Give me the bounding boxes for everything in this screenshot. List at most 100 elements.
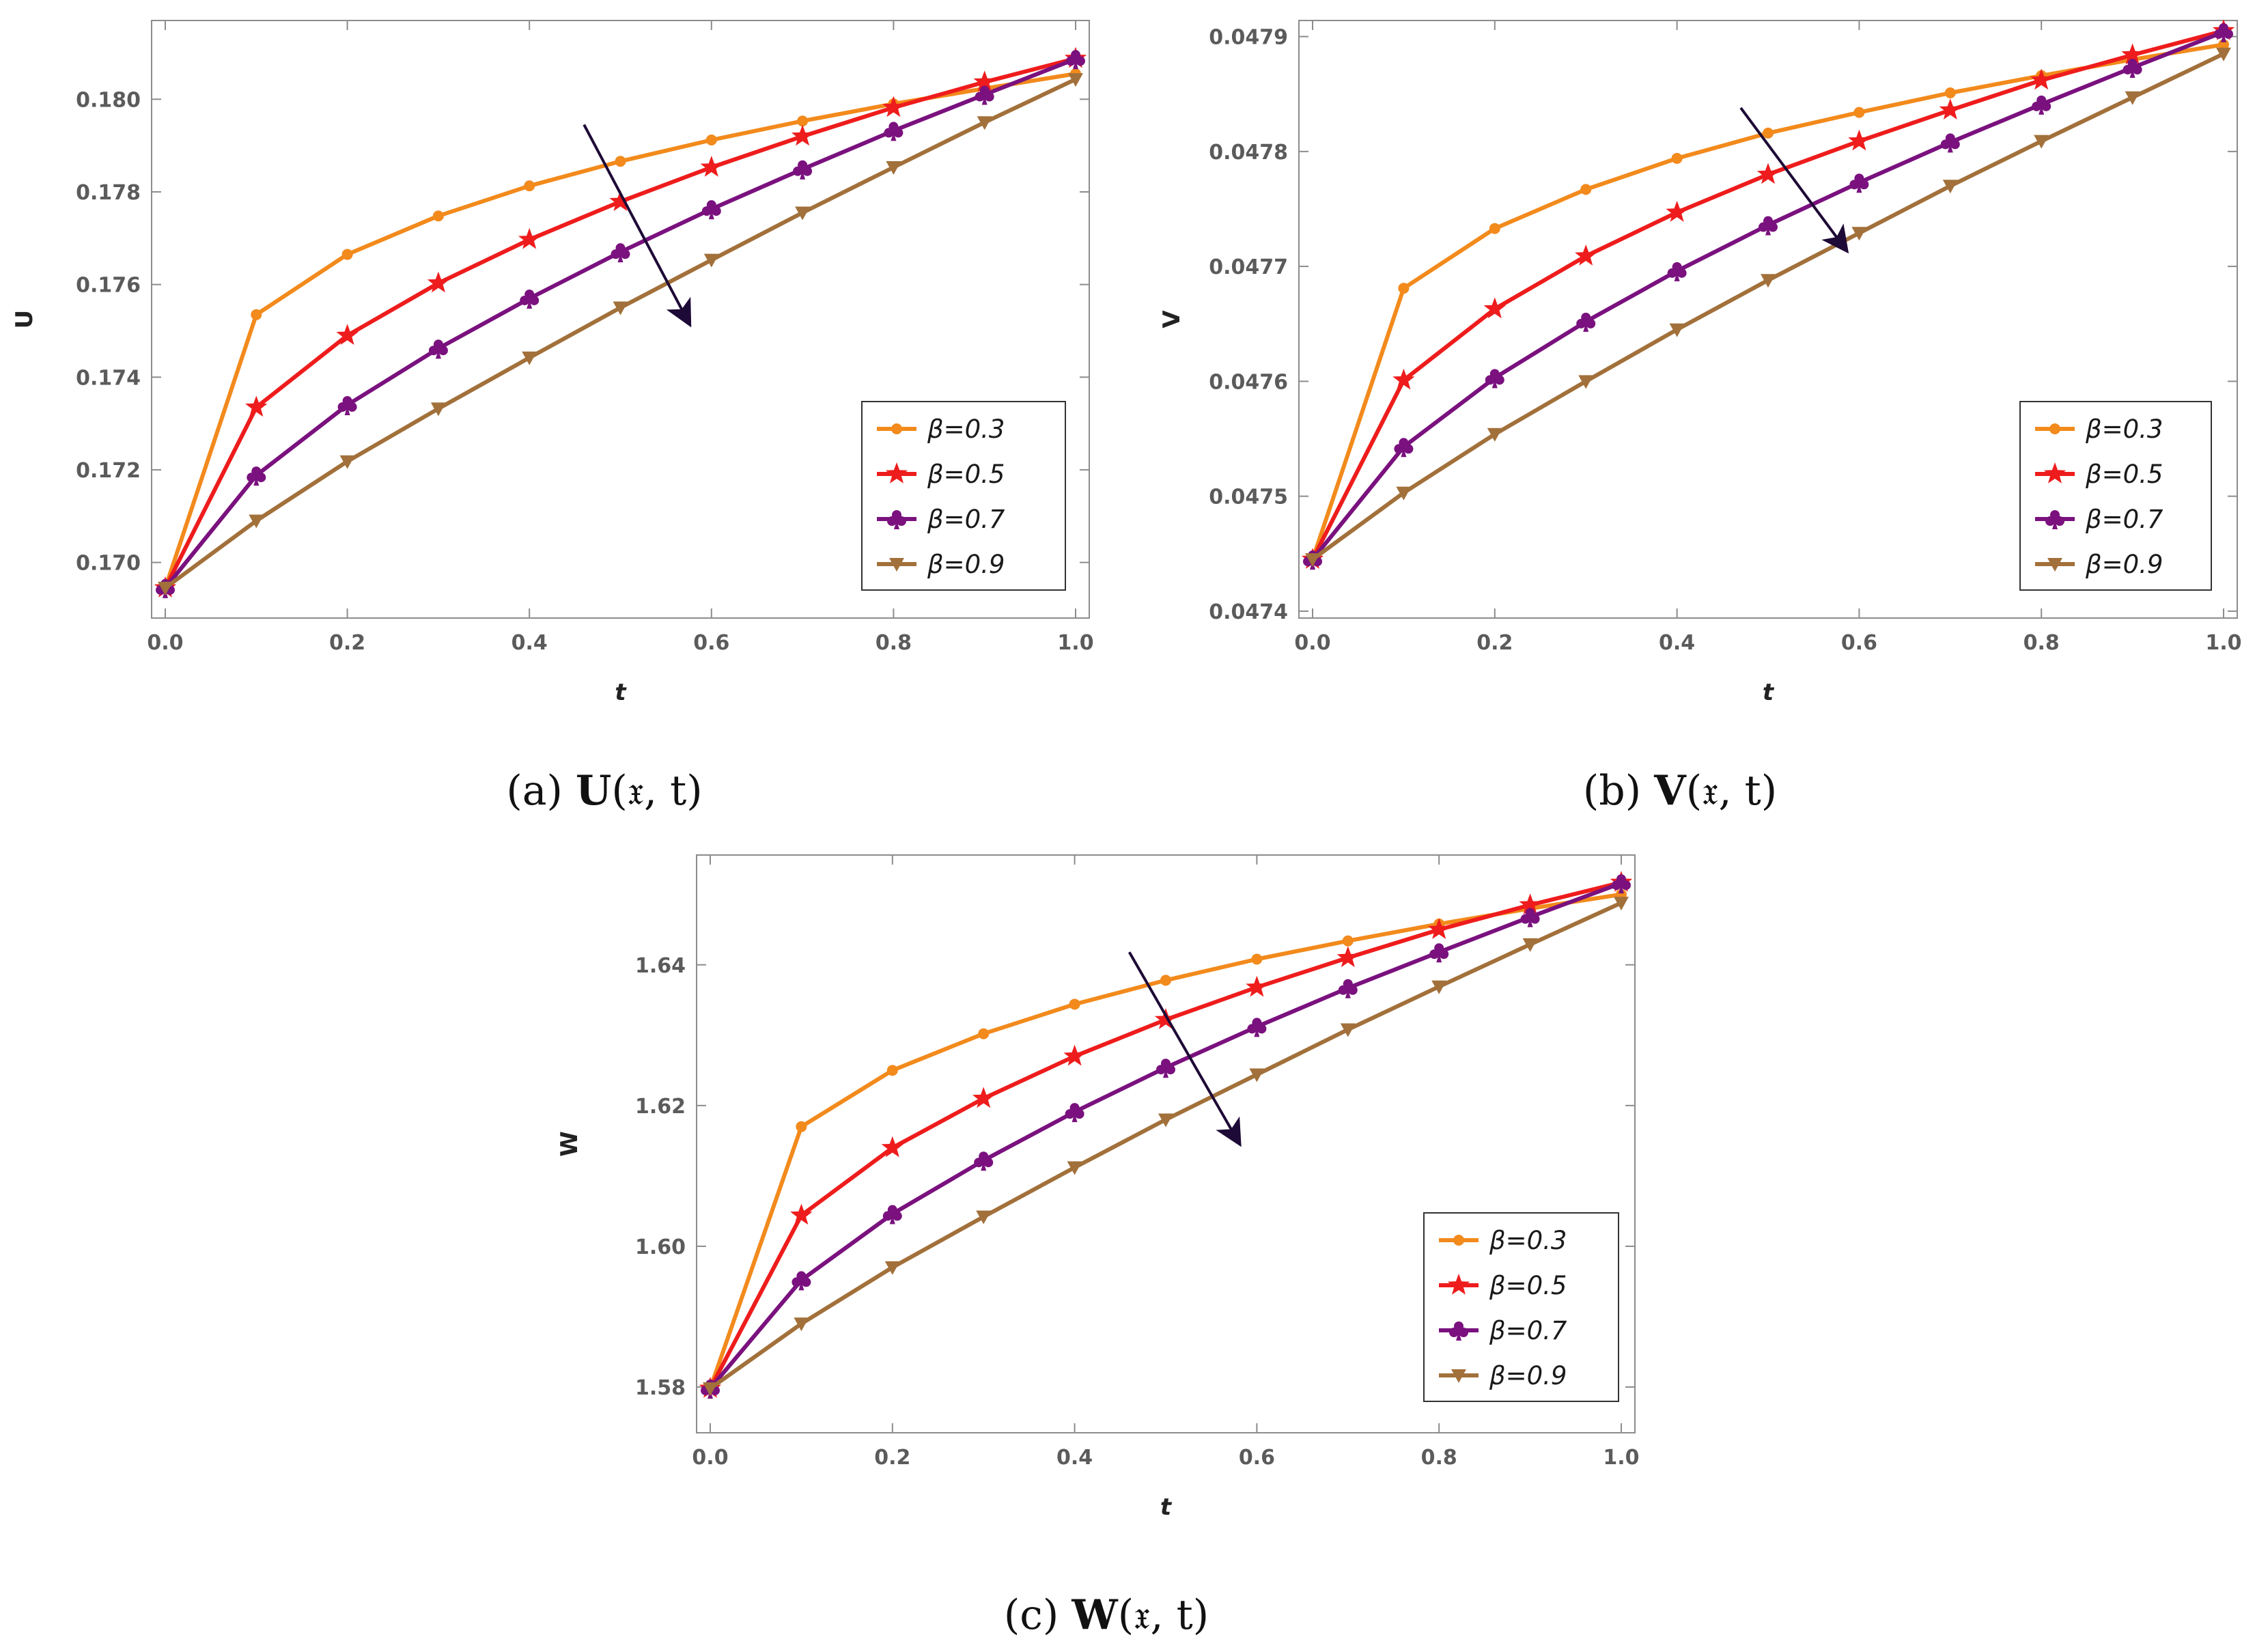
legend-label: β=0.5 — [2085, 460, 2163, 489]
club-left — [701, 206, 712, 216]
club-left — [1429, 949, 1440, 960]
data-point — [701, 200, 721, 220]
data-point — [611, 243, 630, 263]
data-point — [336, 324, 359, 345]
club-stem — [344, 406, 350, 415]
data-point — [790, 1203, 813, 1225]
club-stem — [1618, 884, 1624, 894]
x-tick-label: 0.6 — [693, 631, 729, 655]
club-right — [711, 206, 721, 216]
x-tick-label: 0.0 — [692, 1446, 728, 1470]
data-point — [1520, 908, 1540, 927]
club-right — [347, 402, 357, 412]
data-point — [792, 1271, 811, 1291]
club-left — [2032, 101, 2042, 111]
club-stem — [1401, 448, 1407, 458]
data-point — [793, 160, 813, 180]
club-left — [2213, 29, 2224, 39]
legend-entry: β=0.3 — [2035, 415, 2163, 444]
club-right — [897, 516, 906, 526]
data-point — [1940, 133, 1960, 153]
club-left — [1065, 1109, 1075, 1119]
club-stem — [894, 520, 899, 529]
legend-label: β=0.7 — [927, 505, 1005, 534]
club-left — [1576, 318, 1586, 328]
club-left — [884, 128, 894, 138]
club-stem — [1456, 1332, 1461, 1341]
chart-panel-U: 0.0 0.2 0.4 0.6 0.8 1.0 0.170 0.172 0.174 0.176 0.… — [11, 20, 1094, 815]
club-right — [802, 166, 813, 176]
data-point — [1667, 262, 1687, 281]
data-point — [1939, 98, 1961, 120]
club-stem — [1345, 989, 1351, 998]
y-tick-label: 1.64 — [635, 954, 686, 978]
data-point — [2215, 47, 2231, 61]
club-stem — [1491, 379, 1498, 389]
legend-swatch-marker — [1447, 1274, 1470, 1295]
x-tick-label: 0.4 — [1659, 631, 1695, 655]
y-tick-label: 0.174 — [76, 366, 141, 390]
data-point — [1576, 312, 1596, 332]
x-tick-label: 0.0 — [147, 631, 183, 655]
x-axis-label: t — [615, 679, 627, 706]
data-point — [976, 1210, 992, 1224]
club-right — [1166, 1065, 1175, 1075]
data-point — [791, 124, 814, 146]
panel-caption: (b) V(𝔵, t) — [1583, 767, 1777, 815]
y-tick-label: 0.0478 — [1209, 141, 1288, 165]
x-tick-label: 0.4 — [512, 631, 548, 655]
legend: β=0.3 β=0.5 β=0.7 β=0.9 — [2019, 401, 2212, 591]
club-left — [337, 402, 348, 412]
data-point — [1613, 897, 1629, 911]
data-point — [2123, 58, 2142, 78]
club-stem — [2129, 68, 2135, 78]
data-point — [2032, 95, 2051, 115]
data-point — [157, 581, 173, 596]
club-stem — [800, 170, 806, 180]
club-right — [438, 346, 448, 356]
club-left — [887, 516, 897, 526]
x-tick-label: 0.8 — [876, 631, 912, 655]
legend-entry: β=0.7 — [2035, 505, 2163, 534]
club-stem — [1527, 918, 1533, 927]
club-left — [1066, 56, 1076, 66]
club-right — [983, 1158, 994, 1168]
y-axis-label: V — [1158, 310, 1186, 328]
data-point — [977, 116, 992, 130]
data-point — [1067, 1161, 1082, 1175]
club-stem — [1073, 60, 1079, 70]
data-point — [1431, 980, 1447, 994]
club-right — [2055, 516, 2064, 526]
legend-entry: β=0.3 — [1439, 1226, 1567, 1255]
data-point — [705, 135, 717, 145]
caption-func: W — [1071, 1591, 1119, 1639]
club-stem — [1583, 322, 1589, 332]
club-stem — [2220, 33, 2226, 42]
legend-swatch-marker — [2049, 423, 2060, 434]
legend-label: β=0.7 — [2085, 505, 2163, 534]
legend-swatch-marker — [1453, 1235, 1464, 1246]
data-point — [524, 180, 535, 192]
club-left — [520, 295, 530, 305]
data-point — [609, 190, 632, 211]
club-right — [1586, 318, 1596, 328]
data-point — [518, 227, 541, 249]
y-tick-label: 0.176 — [76, 274, 141, 298]
x-tick-label: 1.0 — [1057, 631, 1093, 655]
x-tick-label: 0.0 — [1294, 631, 1330, 655]
y-tick-label: 0.0476 — [1209, 370, 1288, 394]
legend-entry: β=0.9 — [1439, 1361, 1567, 1390]
club-stem — [1163, 1069, 1168, 1078]
data-point — [1398, 283, 1410, 294]
chart-panel-W: 0.0 0.2 0.4 0.6 0.8 1.0 1.58 1.60 1.62 1.64 t Wβ=0.… — [556, 854, 1640, 1639]
legend-swatch-marker — [2043, 462, 2067, 484]
club-left — [2123, 64, 2133, 74]
data-point — [1160, 975, 1171, 986]
data-point — [1066, 50, 1086, 70]
caption-args: (𝔵, t) — [1118, 1591, 1209, 1639]
caption-args: (𝔵, t) — [1686, 767, 1777, 815]
y-tick-label: 0.178 — [76, 181, 141, 205]
y-tick-label: 1.58 — [635, 1376, 686, 1400]
club-left — [1520, 914, 1530, 924]
club-left — [428, 346, 438, 356]
